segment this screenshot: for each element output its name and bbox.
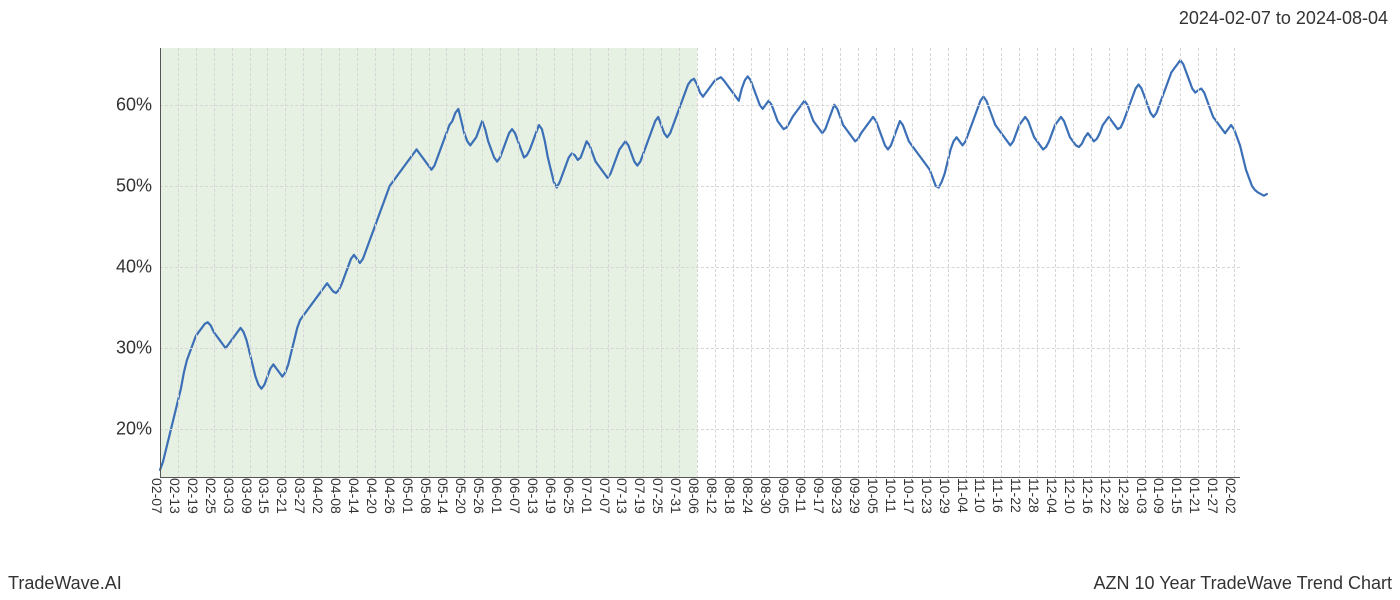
chart-title: AZN 10 Year TradeWave Trend Chart (1094, 573, 1393, 594)
grid-line-v (715, 48, 716, 478)
grid-line-v (1145, 48, 1146, 478)
grid-line-v (1162, 48, 1163, 478)
y-tick-label: 40% (116, 257, 160, 278)
grid-line-v (625, 48, 626, 478)
date-range-label: 2024-02-07 to 2024-08-04 (1179, 8, 1388, 29)
grid-line-v (321, 48, 322, 478)
grid-line-v (1091, 48, 1092, 478)
grid-line-v (822, 48, 823, 478)
grid-line-v (1037, 48, 1038, 478)
grid-line-v (1180, 48, 1181, 478)
y-axis-line (160, 48, 161, 478)
grid-line-v (876, 48, 877, 478)
grid-line-v (894, 48, 895, 478)
x-axis-line (160, 477, 1240, 478)
grid-line-v (679, 48, 680, 478)
y-tick-label: 50% (116, 175, 160, 196)
grid-line-v (178, 48, 179, 478)
grid-line-v (751, 48, 752, 478)
y-tick-label: 20% (116, 419, 160, 440)
grid-line-v (500, 48, 501, 478)
grid-line-v (1216, 48, 1217, 478)
grid-line-v (518, 48, 519, 478)
grid-line-v (250, 48, 251, 478)
y-tick-label: 30% (116, 338, 160, 359)
grid-line-v (1234, 48, 1235, 478)
grid-line-v (214, 48, 215, 478)
grid-line-v (608, 48, 609, 478)
grid-line-v (232, 48, 233, 478)
grid-line-v (1127, 48, 1128, 478)
grid-line-v (357, 48, 358, 478)
series-line (160, 60, 1267, 470)
grid-line-v (1019, 48, 1020, 478)
grid-line-v (339, 48, 340, 478)
grid-line-v (930, 48, 931, 478)
grid-line-v (983, 48, 984, 478)
grid-line-v (1001, 48, 1002, 478)
grid-line-v (948, 48, 949, 478)
grid-line-v (303, 48, 304, 478)
grid-line-v (429, 48, 430, 478)
grid-line-h (160, 267, 1240, 268)
grid-line-v (1055, 48, 1056, 478)
grid-line-v (697, 48, 698, 478)
grid-line-v (267, 48, 268, 478)
y-tick-label: 60% (116, 94, 160, 115)
grid-line-v (643, 48, 644, 478)
grid-line-v (554, 48, 555, 478)
grid-line-v (1198, 48, 1199, 478)
grid-line-v (536, 48, 537, 478)
grid-line-v (912, 48, 913, 478)
grid-line-v (411, 48, 412, 478)
brand-label: TradeWave.AI (8, 573, 122, 594)
grid-line-v (769, 48, 770, 478)
x-tick-label: 02-02 (1223, 478, 1245, 514)
chart-container: 2024-02-07 to 2024-08-04 TradeWave.AI AZ… (0, 0, 1400, 600)
grid-line-v (733, 48, 734, 478)
grid-line-v (572, 48, 573, 478)
grid-line-v (661, 48, 662, 478)
grid-line-v (464, 48, 465, 478)
grid-line-v (966, 48, 967, 478)
grid-line-v (196, 48, 197, 478)
grid-line-v (787, 48, 788, 478)
grid-line-v (375, 48, 376, 478)
grid-line-v (446, 48, 447, 478)
grid-line-v (482, 48, 483, 478)
grid-line-v (393, 48, 394, 478)
plot-area: 02-0702-1302-1902-2503-0303-0903-1503-21… (160, 48, 1240, 478)
grid-line-v (840, 48, 841, 478)
grid-line-v (590, 48, 591, 478)
grid-line-h (160, 348, 1240, 349)
grid-line-v (1109, 48, 1110, 478)
grid-line-h (160, 186, 1240, 187)
grid-line-h (160, 105, 1240, 106)
grid-line-v (1073, 48, 1074, 478)
grid-line-h (160, 429, 1240, 430)
grid-line-v (285, 48, 286, 478)
grid-line-v (858, 48, 859, 478)
grid-line-v (804, 48, 805, 478)
